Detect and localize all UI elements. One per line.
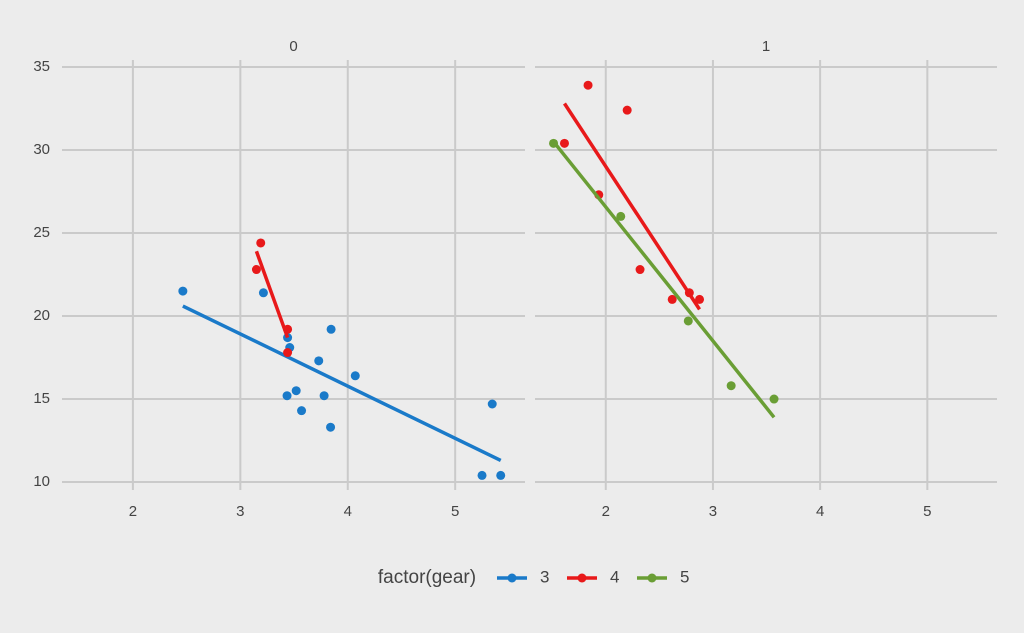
fit-line [552, 140, 776, 419]
point [251, 265, 261, 275]
point [635, 265, 645, 275]
x-tick-label: 2 [129, 503, 137, 520]
fit-line [254, 250, 290, 339]
legend-key-point [647, 573, 657, 583]
facet-title: 0 [289, 38, 297, 55]
point [314, 356, 324, 366]
point [256, 238, 266, 248]
point [178, 286, 188, 296]
point [667, 294, 677, 304]
y-tick-label: 20 [33, 307, 50, 324]
y-tick-label: 10 [33, 473, 50, 490]
point [319, 391, 329, 401]
facet-title: 1 [762, 38, 770, 55]
point [487, 399, 497, 409]
legend-title: factor(gear) [378, 567, 476, 588]
y-tick-label: 15 [33, 390, 50, 407]
fit-line [563, 102, 702, 311]
point [282, 391, 292, 401]
point [559, 138, 569, 148]
legend-label: 5 [680, 567, 689, 586]
point [258, 288, 268, 298]
point [496, 470, 506, 480]
x-tick-label: 2 [602, 503, 610, 520]
point [350, 371, 360, 381]
y-tick-label: 25 [33, 224, 50, 241]
legend-label: 4 [610, 567, 619, 586]
point [726, 381, 736, 391]
legend-key-point [577, 573, 587, 583]
point [297, 406, 307, 416]
fit-line [182, 304, 502, 463]
point [769, 394, 779, 404]
point [291, 386, 301, 396]
x-tick-label: 3 [236, 503, 244, 520]
y-tick-label: 30 [33, 141, 50, 158]
point [549, 138, 559, 148]
x-tick-label: 5 [923, 503, 931, 520]
x-tick-label: 5 [451, 503, 459, 520]
point [616, 211, 626, 221]
x-tick-label: 3 [709, 503, 717, 520]
x-tick-label: 4 [816, 503, 824, 520]
point [622, 105, 632, 115]
point [695, 294, 705, 304]
legend-label: 3 [540, 567, 549, 586]
point [477, 470, 487, 480]
point [283, 324, 293, 334]
legend-key-point [507, 573, 517, 583]
point [326, 324, 336, 334]
point [326, 422, 336, 432]
x-tick-label: 4 [344, 503, 352, 520]
point [683, 316, 693, 326]
point [283, 348, 293, 358]
point [583, 80, 593, 90]
y-tick-label: 35 [33, 58, 50, 75]
point [684, 288, 694, 298]
